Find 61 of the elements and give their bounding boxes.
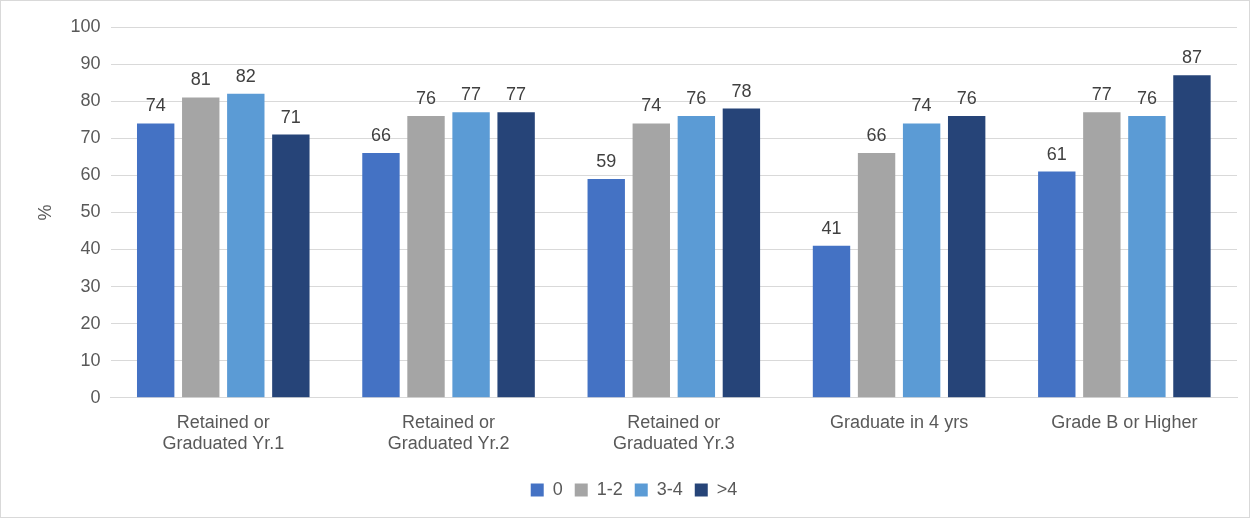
y-tick-label: 60 (80, 164, 101, 185)
data-label: 81 (190, 69, 211, 90)
bar (227, 93, 265, 398)
x-tick-label: Retained or Graduated Yr.1 (162, 411, 285, 454)
data-label: 78 (731, 80, 752, 101)
y-tick-label: 10 (80, 349, 101, 370)
x-tick-label: Graduate in 4 yrs (830, 411, 969, 432)
bar (857, 153, 896, 398)
bar (632, 123, 670, 398)
data-label: 61 (1046, 143, 1067, 164)
data-label: 74 (641, 95, 662, 116)
bar (182, 97, 220, 398)
data-label: 74 (145, 95, 166, 116)
data-label: 77 (461, 84, 482, 105)
legend-label: 0 (552, 478, 563, 499)
bar (1038, 171, 1076, 398)
y-tick-label: 50 (80, 201, 101, 222)
bar (812, 245, 851, 398)
y-tick-label: 100 (70, 15, 101, 36)
data-label: 76 (1136, 87, 1157, 108)
data-label: 76 (686, 87, 707, 108)
bar (902, 123, 941, 398)
x-tick-label: Retained or Graduated Yr.3 (612, 411, 735, 454)
legend-label: >4 (716, 478, 738, 499)
bar (1083, 112, 1121, 398)
y-tick-label: 80 (80, 90, 101, 111)
bar (452, 112, 490, 398)
data-label: 74 (911, 95, 932, 116)
bar (587, 179, 625, 398)
data-label: 76 (416, 87, 437, 108)
x-tick-label: Retained or Graduated Yr.2 (387, 411, 510, 454)
legend-label: 3-4 (656, 478, 683, 499)
bar (497, 112, 535, 398)
data-label: 41 (821, 217, 842, 238)
x-tick-label: Grade B or Higher (1051, 411, 1198, 432)
data-label: 77 (506, 84, 527, 105)
data-label: 71 (280, 106, 301, 127)
bar (272, 134, 310, 398)
data-label: 87 (1181, 47, 1202, 68)
data-label: 76 (956, 87, 977, 108)
bar (677, 115, 716, 398)
y-tick-label: 70 (80, 127, 101, 148)
bar (407, 115, 445, 398)
bar (362, 153, 400, 398)
data-label: 66 (370, 125, 391, 146)
bar (1173, 75, 1211, 398)
data-label: 77 (1091, 84, 1112, 105)
data-label: 66 (866, 125, 887, 146)
y-axis-title: % (34, 204, 55, 221)
y-tick-label: 30 (80, 275, 101, 296)
y-tick-label: 40 (80, 238, 101, 259)
bar (1128, 115, 1166, 398)
y-tick-label: 0 (90, 386, 101, 407)
data-label: 82 (235, 65, 256, 86)
y-tick-label: 20 (80, 312, 101, 333)
data-label: 59 (596, 151, 617, 171)
bar (136, 123, 175, 398)
legend-label: 1-2 (596, 478, 623, 499)
bar (947, 115, 986, 398)
bar (722, 108, 761, 398)
y-tick-label: 90 (80, 53, 101, 74)
